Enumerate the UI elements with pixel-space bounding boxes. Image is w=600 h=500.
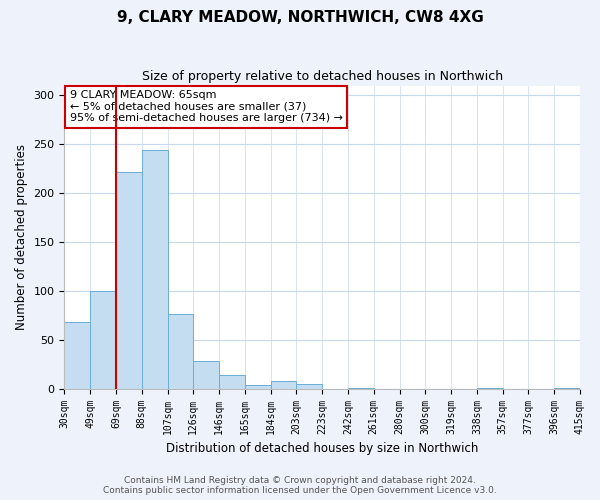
Y-axis label: Number of detached properties: Number of detached properties: [15, 144, 28, 330]
Text: 9 CLARY MEADOW: 65sqm
← 5% of detached houses are smaller (37)
95% of semi-detac: 9 CLARY MEADOW: 65sqm ← 5% of detached h…: [70, 90, 343, 124]
X-axis label: Distribution of detached houses by size in Northwich: Distribution of detached houses by size …: [166, 442, 478, 455]
Title: Size of property relative to detached houses in Northwich: Size of property relative to detached ho…: [142, 70, 503, 83]
Bar: [271, 381, 296, 388]
Bar: [219, 375, 245, 388]
Bar: [64, 322, 90, 388]
Bar: [116, 172, 142, 388]
Bar: [142, 150, 167, 388]
Bar: [245, 385, 271, 388]
Bar: [167, 314, 193, 388]
Text: 9, CLARY MEADOW, NORTHWICH, CW8 4XG: 9, CLARY MEADOW, NORTHWICH, CW8 4XG: [116, 10, 484, 25]
Bar: [296, 384, 322, 388]
Bar: [90, 291, 116, 388]
Text: Contains HM Land Registry data © Crown copyright and database right 2024.
Contai: Contains HM Land Registry data © Crown c…: [103, 476, 497, 495]
Bar: [193, 362, 219, 388]
